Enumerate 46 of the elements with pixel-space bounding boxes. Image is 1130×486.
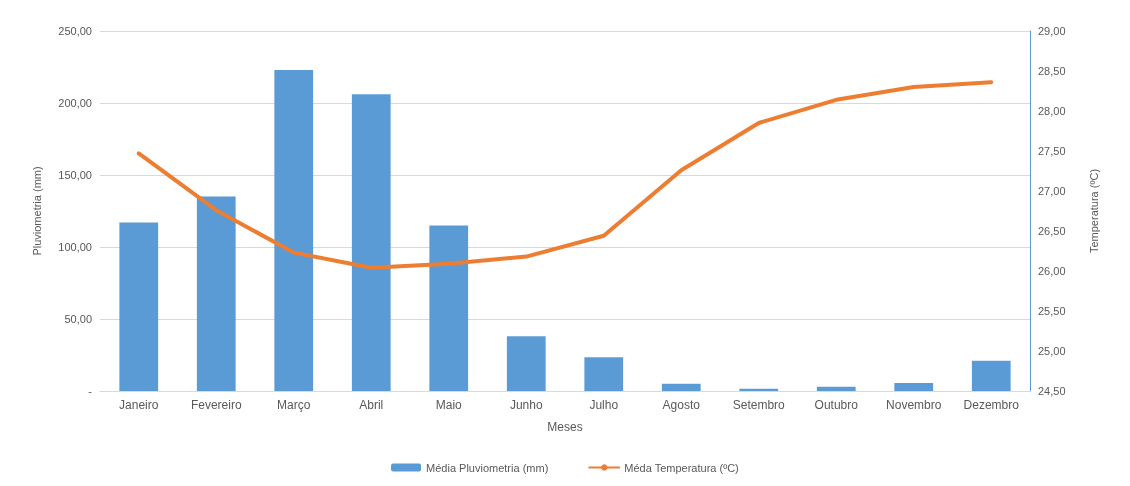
x-tick-label: Dezembro (963, 398, 1020, 412)
y2-tick-label: 27,50 (1038, 145, 1066, 157)
x-axis-title: Meses (547, 420, 583, 434)
y2-tick-label: 28,00 (1038, 105, 1066, 117)
x-tick-label: Maio (435, 398, 463, 412)
legend-label: Média Pluviometria (mm) (426, 461, 549, 474)
y2-tick-label: 29,00 (1038, 25, 1066, 37)
y-tick-label: - (88, 385, 93, 397)
x-tick-label: Setembro (732, 398, 786, 412)
y2-tick-label: 24,50 (1038, 385, 1066, 397)
y-tick-label: 250,00 (58, 25, 92, 37)
x-tick-label: Novembro (886, 398, 942, 412)
bar (429, 225, 469, 391)
x-tick-label: Agosto (662, 398, 701, 412)
bar (274, 69, 314, 391)
bar (506, 336, 546, 391)
x-tick-label: Janeiro (119, 398, 159, 412)
bar (971, 360, 1011, 391)
bar (816, 386, 856, 391)
legend-label: Méda Temperatura (ºC) (624, 461, 739, 474)
bar (584, 357, 624, 391)
x-tick-label: Março (277, 398, 311, 412)
bar (661, 383, 701, 391)
y2-tick-label: 26,50 (1038, 225, 1066, 237)
y2-tick-label: 28,50 (1038, 65, 1066, 77)
x-tick-label: Outubro (814, 398, 859, 412)
y-tick-label: 50,00 (64, 313, 92, 325)
bar (894, 383, 934, 391)
y2-tick-label: 27,00 (1038, 185, 1066, 197)
bar (196, 196, 236, 391)
y-tick-label: 100,00 (58, 241, 92, 253)
bar (119, 222, 159, 391)
x-tick-label: Abril (359, 398, 384, 412)
bar (351, 94, 391, 391)
x-tick-label: Julho (589, 398, 619, 412)
line-series (136, 80, 994, 270)
y2-tick-label: 25,00 (1038, 345, 1066, 357)
x-tick-label: Junho (509, 398, 543, 412)
y-tick-label: 200,00 (58, 97, 92, 109)
y-tick-label: 150,00 (58, 169, 92, 181)
y-axis-title: Pluviometria (mm) (30, 166, 43, 256)
y2-tick-label: 26,00 (1038, 265, 1066, 277)
bar (739, 388, 779, 391)
y2-axis-title: Temperatura (ºC) (1087, 168, 1100, 254)
y2-tick-label: 25,50 (1038, 305, 1066, 317)
x-tick-label: Fevereiro (190, 398, 242, 412)
